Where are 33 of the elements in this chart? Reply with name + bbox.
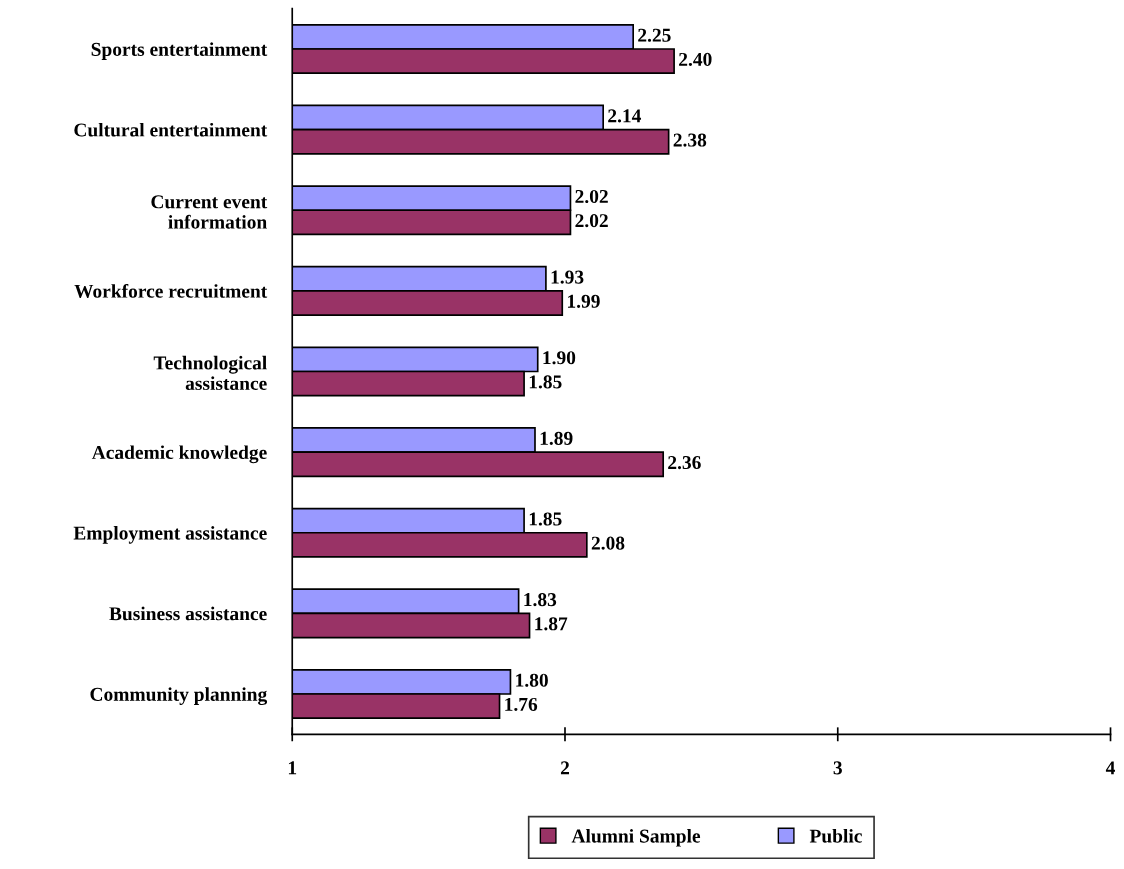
data-label: 1.93 <box>551 270 584 284</box>
data-label: 2.36 <box>668 456 701 470</box>
data-label: 1.90 <box>543 351 576 365</box>
legend-label: Alumni Sample <box>571 828 701 847</box>
data-label: 2.40 <box>679 52 712 67</box>
data-label: 1.80 <box>516 673 548 687</box>
data-label: 2.08 <box>591 536 625 550</box>
data-label: 2.02 <box>575 189 608 204</box>
y-tick-label: Sports entertainment <box>91 42 268 60</box>
data-label: 1.99 <box>567 294 600 308</box>
data-label: 1.85 <box>529 512 562 526</box>
data-label: 1.85 <box>529 375 562 389</box>
x-tick-label: 4 <box>1105 761 1116 775</box>
data-label: 2.38 <box>673 133 707 147</box>
y-tick-label: Business assistance <box>109 606 267 621</box>
y-tick-label: Current event information <box>151 195 268 229</box>
x-tick-label: 2 <box>560 761 570 775</box>
y-tick-label: Workforce recruitment <box>74 283 268 298</box>
data-label: 2.25 <box>638 28 671 42</box>
data-label: 1.89 <box>540 431 573 445</box>
x-tick-label: 3 <box>833 761 842 775</box>
y-tick-label: Cultural entertainment <box>74 122 268 137</box>
data-label: 2.14 <box>608 109 642 123</box>
data-label: 2.02 <box>575 214 608 228</box>
y-tick-label: Employment assistance <box>73 526 267 544</box>
data-label: 1.83 <box>524 593 557 607</box>
data-label: 1.87 <box>535 617 568 631</box>
y-tick-label: Technological assistance <box>153 355 267 391</box>
y-tick-label: Academic knowledge <box>91 445 267 464</box>
y-tick-label: Community planning <box>90 687 268 706</box>
legend-label: Public <box>809 828 862 843</box>
x-tick-label: 1 <box>288 761 297 775</box>
data-label: 1.76 <box>505 697 538 712</box>
